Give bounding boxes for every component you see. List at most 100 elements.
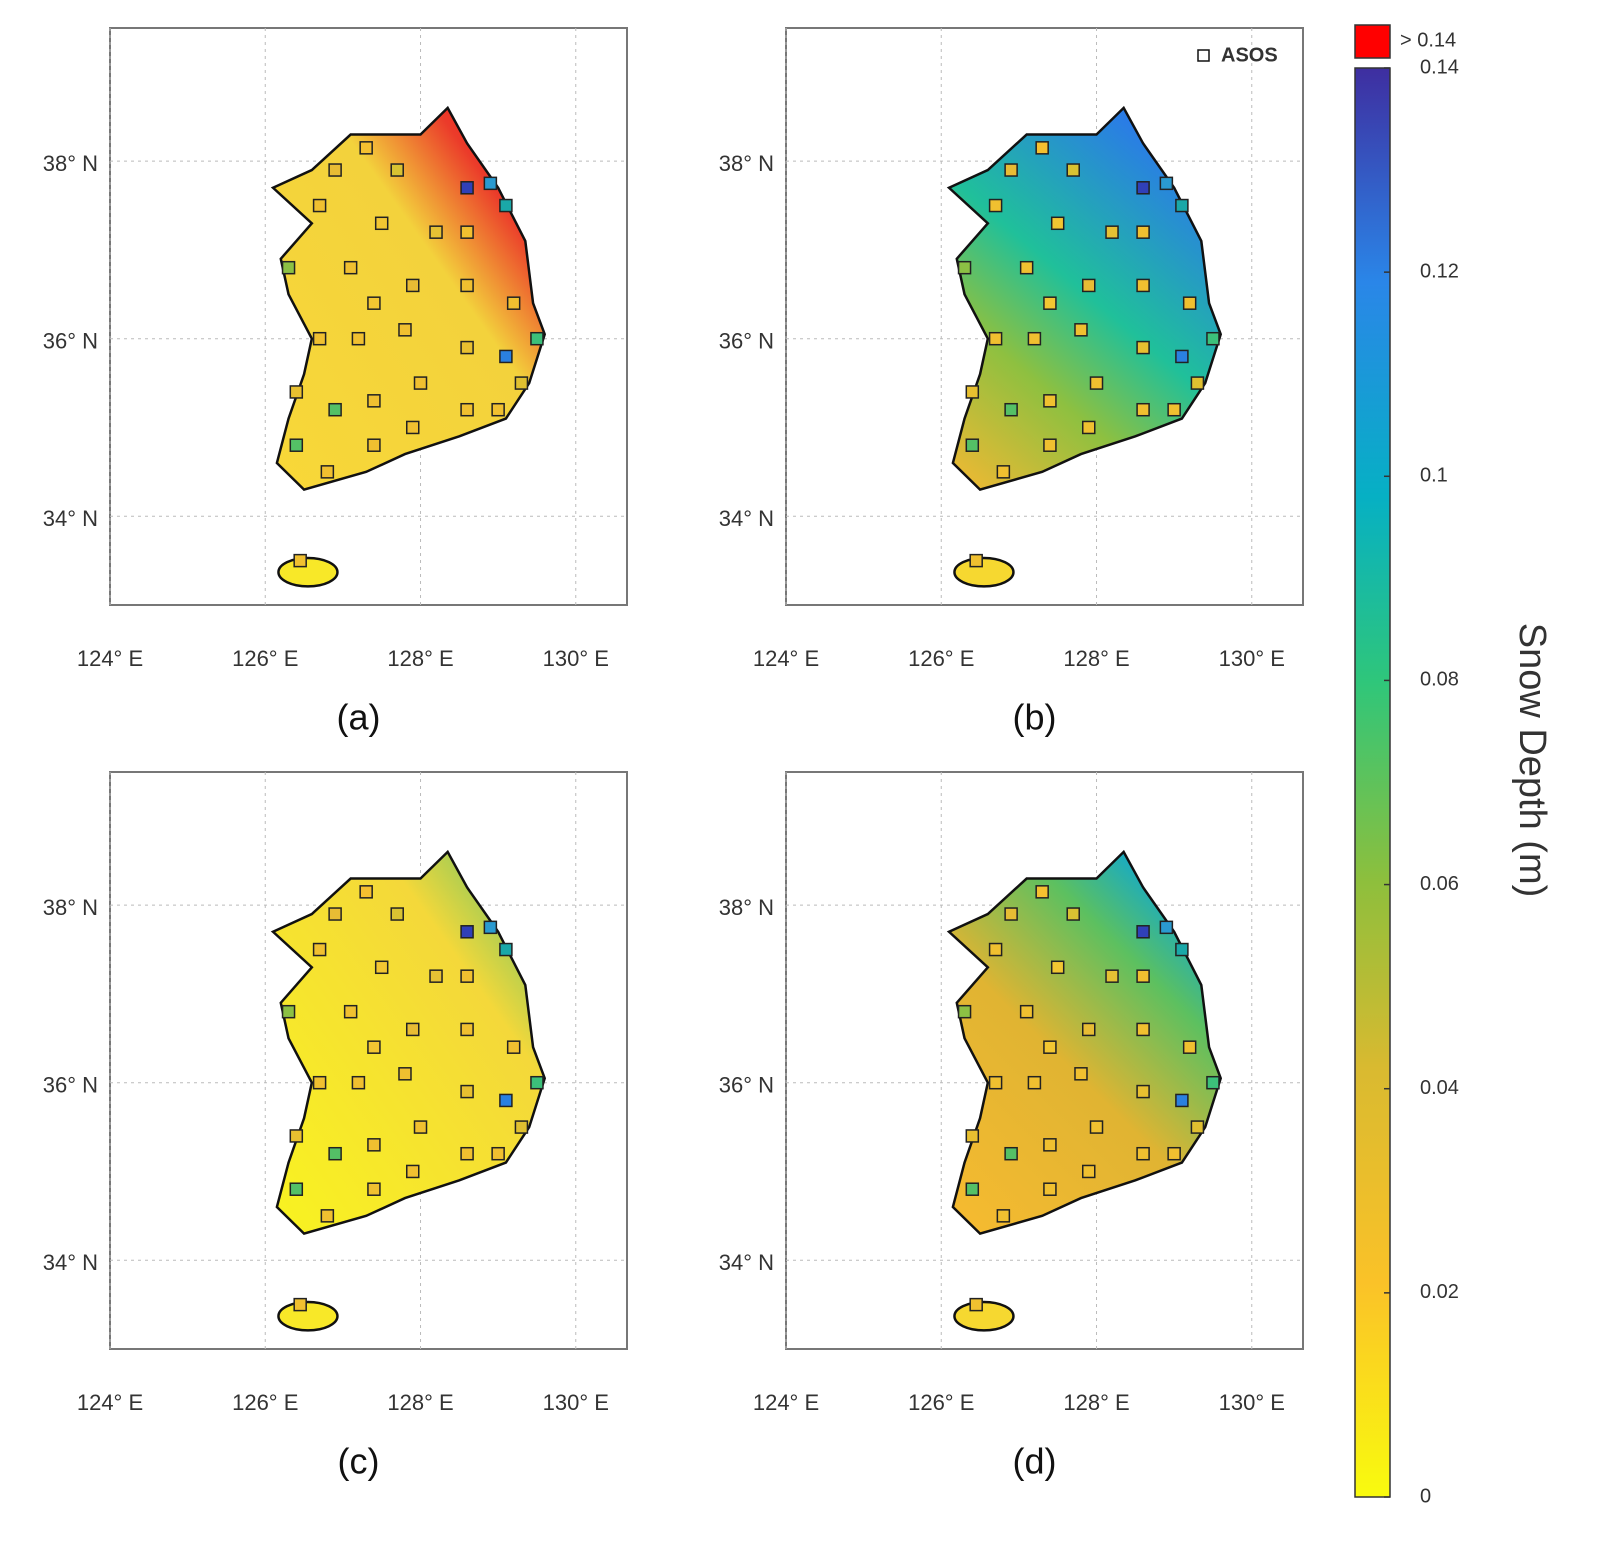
station-marker [530,1075,544,1090]
station-marker [289,385,304,399]
x-tick-label: 128° E [1063,646,1129,671]
y-tick-label: 38° N [43,895,98,920]
panel-label: (b) [1013,697,1057,738]
station-marker [1081,420,1096,435]
station-marker [530,331,544,346]
station-marker [957,1004,972,1019]
station-marker [1089,1120,1104,1134]
station-marker [1043,1040,1057,1054]
x-tick-label: 128° E [1063,1390,1129,1415]
station-marker [367,1182,381,1196]
y-tick-label: 36° N [719,329,774,354]
station-marker [320,465,335,479]
station-marker [1190,376,1205,390]
station-marker [1105,969,1119,983]
station-marker [460,1084,474,1099]
x-tick-label: 130° E [543,646,609,671]
station-marker [1004,1146,1018,1161]
station-marker [343,260,358,275]
station-marker [988,942,1003,957]
station-marker [398,323,412,337]
y-tick-label: 38° N [719,895,774,920]
station-marker [1043,1182,1057,1196]
station-marker [1019,1004,1034,1019]
colorbar-title: Snow Depth (m) [1511,623,1553,898]
station-marker [1167,402,1181,417]
station-marker [1175,942,1189,957]
station-marker [405,278,420,293]
colorbar [1354,67,1391,1498]
station-marker [514,376,529,390]
panel-label: (a) [337,697,381,738]
station-marker [328,163,342,177]
station-marker [359,141,373,155]
station-marker [483,176,498,191]
station-marker [460,181,474,195]
station-marker [351,331,366,346]
map-panel: 124° E 126° E 128° E 130° E 34° N 36° N 38° N (… [43,771,628,1482]
station-marker [506,296,521,310]
station-marker [398,1067,412,1081]
station-marker [328,1146,342,1161]
station-marker [367,1138,381,1152]
colorbar-tick-label: 0.04 [1420,1077,1459,1099]
station-marker [1027,331,1042,346]
x-tick-label: 124° E [753,646,819,671]
y-tick-label: 34° N [719,506,774,531]
station-marker [343,1004,358,1019]
x-tick-label: 124° E [753,1390,819,1415]
station-marker [390,907,404,921]
station-marker [405,1164,420,1179]
station-marker [1043,1138,1057,1152]
station-marker [988,1075,1003,1090]
station-marker [1136,181,1150,195]
station-marker [1066,163,1080,177]
colorbar-tick-label: 0.12 [1420,260,1459,282]
station-marker [374,216,389,231]
station-marker [293,1297,307,1312]
y-tick-label: 34° N [43,1250,98,1275]
station-marker [367,1040,381,1054]
x-tick-label: 124° E [77,1390,143,1415]
station-marker [996,1209,1011,1223]
station-marker [499,198,513,213]
jeju-island [277,556,339,588]
station-marker [1182,296,1197,310]
station-marker [328,907,342,921]
station-marker [1136,969,1150,983]
station-marker [405,420,420,435]
station-marker [460,925,474,939]
station-marker [293,553,307,568]
station-marker [1159,176,1174,191]
colorbar-tick-label: 0.1 [1420,465,1448,487]
map-panel: 124° E 126° E 128° E 130° E 34° N 36° N 38° N (… [719,771,1304,1482]
station-marker [1081,278,1096,293]
station-marker [1206,331,1220,346]
station-marker [1167,1146,1181,1161]
station-marker [1175,198,1189,213]
station-marker [460,969,474,983]
colorbar-over-label: > 0.14 [1400,29,1456,51]
station-marker [281,260,296,275]
station-marker [312,331,327,346]
jeju-island [953,556,1015,588]
station-marker [1105,225,1119,239]
panel-label: (c) [338,1441,380,1482]
station-marker [460,1146,474,1161]
station-marker [1050,216,1065,231]
station-marker [1206,1075,1220,1090]
colorbar-tick-label: 0 [1420,1485,1431,1507]
station-marker [1081,1164,1096,1179]
station-marker [1004,163,1018,177]
station-marker [1081,1022,1096,1037]
station-marker [1043,394,1057,408]
x-tick-label: 128° E [387,646,453,671]
panel-label: (d) [1013,1441,1057,1482]
x-tick-label: 126° E [908,646,974,671]
station-marker [289,1129,304,1143]
station-marker [359,885,373,899]
station-marker [483,920,498,935]
station-marker [1035,885,1049,899]
station-marker [374,960,389,975]
